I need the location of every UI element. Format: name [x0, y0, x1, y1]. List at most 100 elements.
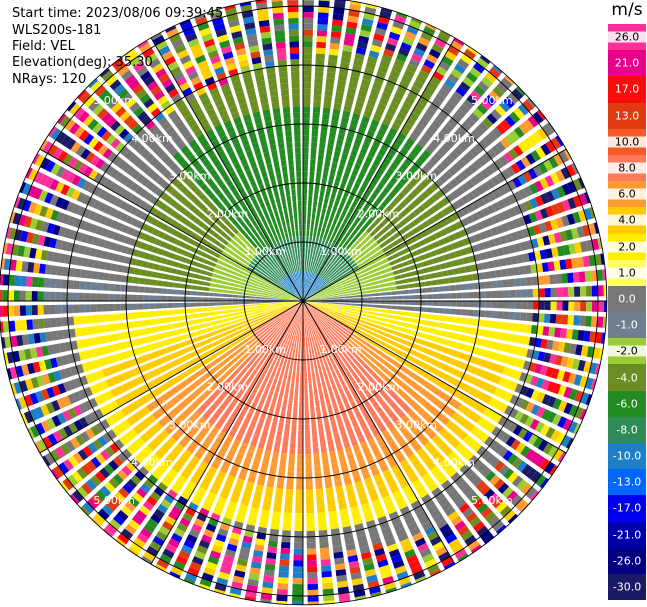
- range-gate: [583, 192, 591, 204]
- range-gate: [491, 290, 498, 299]
- range-gate: [337, 586, 350, 594]
- range-gate: [431, 98, 443, 108]
- range-gate: [359, 265, 366, 271]
- range-gate: [339, 598, 351, 603]
- range-gate: [406, 277, 414, 283]
- range-gate: [317, 506, 326, 513]
- range-gate: [476, 185, 486, 195]
- range-gate: [267, 474, 276, 482]
- range-gate: [329, 286, 336, 290]
- range-gate: [507, 513, 518, 524]
- range-gate: [320, 362, 325, 370]
- range-gate: [265, 444, 273, 452]
- range-gate: [552, 413, 562, 426]
- range-gate: [305, 465, 312, 473]
- range-gate: [477, 380, 487, 390]
- range-gate: [402, 543, 414, 553]
- range-gate: [244, 304, 251, 308]
- range-gate: [374, 271, 382, 277]
- range-gate: [248, 512, 258, 521]
- range-gate: [341, 229, 347, 237]
- range-gate: [156, 318, 164, 325]
- range-gate: [307, 595, 319, 602]
- range-gate: [369, 409, 377, 418]
- range-gate: [439, 30, 451, 39]
- range-gate: [335, 569, 347, 577]
- range-gate: [354, 480, 364, 489]
- range-gate: [414, 393, 423, 402]
- range-gate: [266, 395, 273, 403]
- range-gate: [337, 188, 344, 196]
- range-gate: [366, 383, 374, 391]
- range-gate: [377, 559, 389, 568]
- range-gate: [515, 301, 522, 309]
- range-gate: [308, 299, 315, 301]
- range-gate: [267, 301, 274, 303]
- range-gate: [488, 330, 496, 339]
- range-gate: [108, 293, 115, 301]
- range-gate: [559, 259, 567, 270]
- range-gate: [352, 143, 360, 152]
- range-gate: [310, 266, 314, 273]
- range-gate: [380, 234, 388, 241]
- range-gate: [395, 214, 403, 222]
- range-gate: [378, 288, 386, 292]
- range-gate: [334, 563, 346, 571]
- range-gate: [331, 230, 337, 238]
- range-gate: [308, 301, 315, 303]
- range-gate: [409, 178, 418, 187]
- range-gate: [303, 236, 306, 243]
- range-gate: [303, 0, 315, 7]
- range-gate: [215, 315, 223, 320]
- range-gate: [307, 324, 310, 331]
- range-gate: [244, 292, 251, 296]
- range-gate: [451, 368, 460, 377]
- range-gate: [80, 327, 88, 337]
- range-gate: [350, 149, 358, 157]
- range-gate: [391, 291, 398, 295]
- range-gate: [458, 352, 466, 360]
- range-gate: [217, 274, 225, 280]
- range-gate: [520, 445, 531, 458]
- range-gate: [452, 162, 462, 173]
- range-gate: [292, 412, 298, 419]
- range-gate: [399, 365, 407, 373]
- range-gate: [38, 263, 46, 274]
- range-gate: [476, 416, 487, 427]
- range-gate: [296, 341, 299, 348]
- range-gate: [289, 388, 294, 395]
- range-gate: [314, 77, 323, 84]
- range-gate: [336, 491, 345, 499]
- range-gate: [368, 93, 379, 102]
- range-gate: [358, 219, 365, 227]
- range-gate: [445, 261, 453, 269]
- range-gate: [314, 294, 320, 298]
- range-gate: [416, 432, 426, 442]
- range-gate: [369, 213, 377, 221]
- range-gate: [355, 271, 362, 277]
- range-gate: [359, 284, 367, 288]
- range-gate: [373, 473, 383, 482]
- range-gate: [355, 132, 364, 141]
- range-gate: [145, 270, 153, 278]
- range-gate: [320, 440, 327, 448]
- range-gate: [463, 434, 473, 445]
- range-gate: [311, 289, 317, 294]
- range-gate: [410, 565, 423, 575]
- range-gate: [312, 441, 319, 449]
- range-gate: [313, 195, 318, 202]
- range-gate: [330, 456, 338, 464]
- range-gate: [367, 297, 374, 300]
- range-gate: [418, 319, 426, 325]
- range-gate: [295, 507, 303, 514]
- range-gate: [470, 90, 482, 101]
- range-gate: [408, 453, 418, 463]
- range-gate: [341, 326, 348, 332]
- range-gate: [295, 335, 298, 342]
- range-gate: [345, 185, 352, 193]
- range-gate: [426, 365, 435, 373]
- range-gate: [500, 354, 509, 364]
- range-gate: [307, 254, 310, 261]
- range-gate: [410, 500, 421, 510]
- range-gate: [304, 271, 306, 278]
